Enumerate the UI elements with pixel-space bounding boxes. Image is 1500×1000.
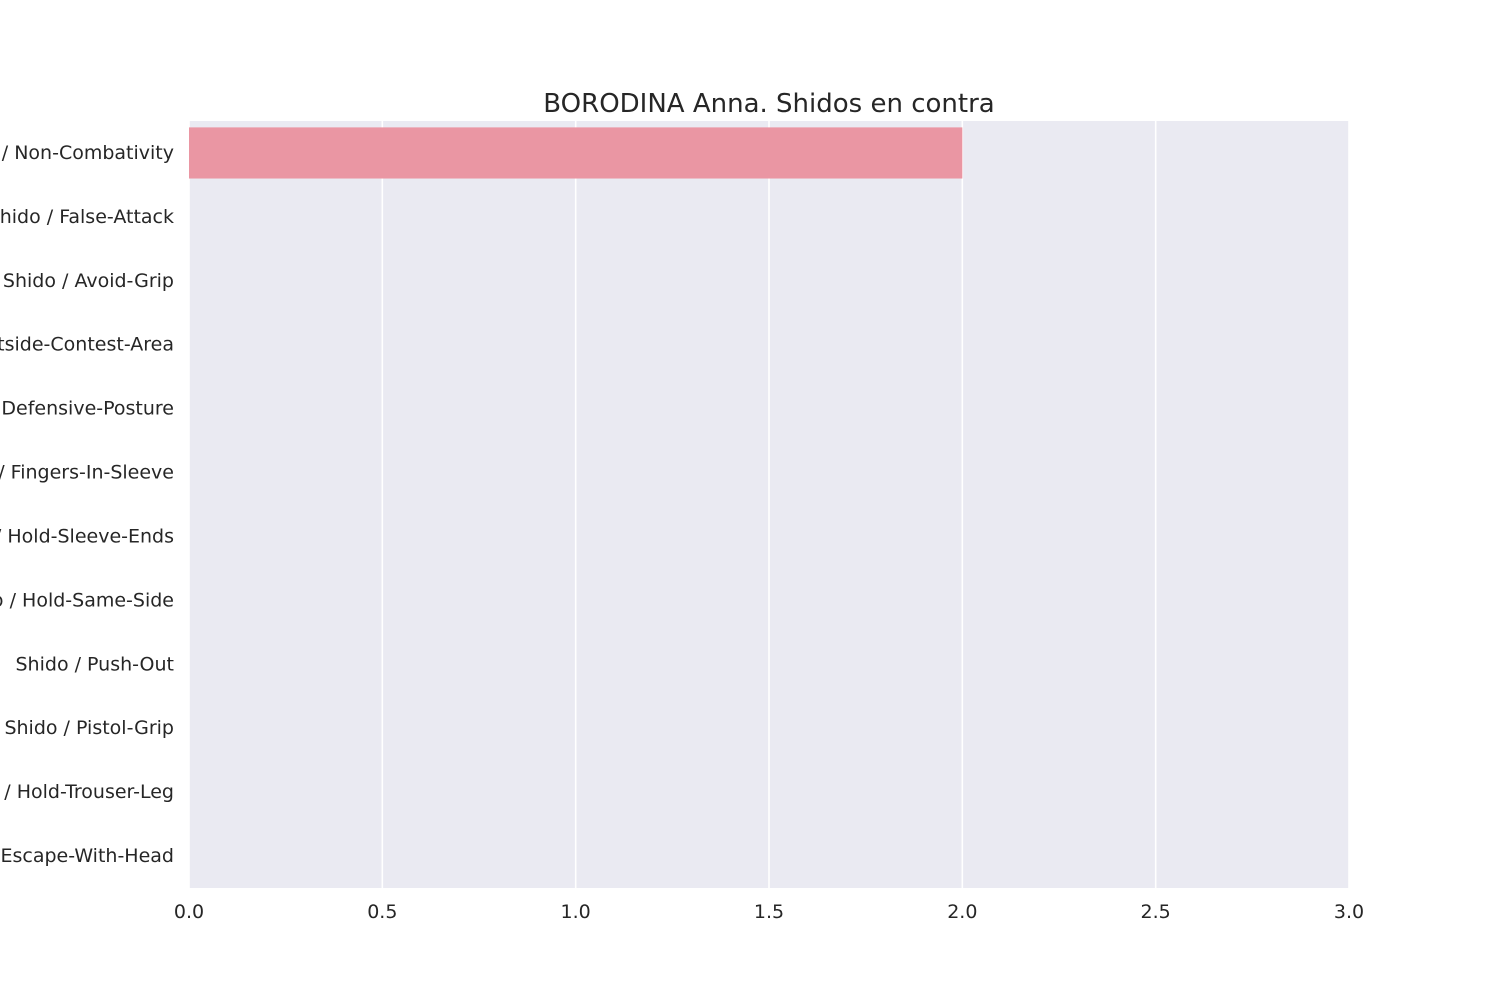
bars bbox=[189, 127, 963, 179]
bar bbox=[189, 127, 963, 179]
x-tick-label: 2.5 bbox=[1141, 901, 1171, 923]
x-tick-label: 1.5 bbox=[754, 901, 784, 923]
x-tick-label: 2.0 bbox=[947, 901, 977, 923]
y-tick-label: Shido / Escape-With-Head bbox=[0, 845, 174, 867]
y-tick-label: Shido / Pistol-Grip bbox=[4, 717, 174, 739]
y-tick-labels: Shido / Non-Combativity Shido / False-Att… bbox=[0, 142, 174, 867]
chart-title: BORODINA Anna. Shidos en contra bbox=[543, 89, 994, 119]
x-tick-labels: 0.0 0.5 1.0 1.5 2.0 2.5 3.0 bbox=[174, 901, 1364, 923]
y-tick-label: Shido / Push-Out bbox=[16, 653, 175, 675]
x-tick-label: 0.5 bbox=[367, 901, 397, 923]
y-tick-label: Shido / Outside-Contest-Area bbox=[0, 334, 174, 356]
y-tick-label: Shido / Avoid-Grip bbox=[3, 270, 174, 292]
y-tick-label: Shido / Hold-Trouser-Leg bbox=[0, 781, 174, 803]
x-tick-label: 0.0 bbox=[174, 901, 204, 923]
grid-lines bbox=[188, 121, 1350, 888]
x-tick-label: 1.0 bbox=[561, 901, 591, 923]
y-tick-label: Shido / Fingers-In-Sleeve bbox=[0, 462, 174, 484]
y-tick-label: Shido / Hold-Same-Side bbox=[0, 589, 174, 611]
y-tick-label: Shido / False-Attack bbox=[0, 206, 174, 228]
y-tick-label: Shido / Defensive-Posture bbox=[0, 398, 174, 420]
x-tick-label: 3.0 bbox=[1334, 901, 1364, 923]
y-tick-label: Shido / Hold-Sleeve-Ends bbox=[0, 525, 174, 547]
y-tick-label: Shido / Non-Combativity bbox=[0, 142, 174, 164]
